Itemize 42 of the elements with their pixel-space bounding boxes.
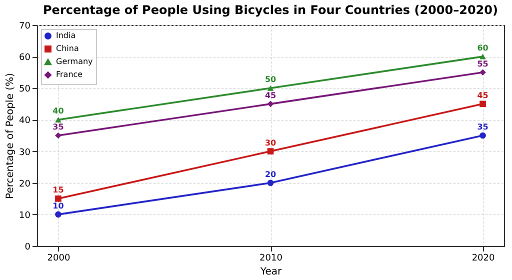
point xyxy=(480,69,486,76)
data-label: 35 xyxy=(52,122,64,132)
y-tick-label: 40 xyxy=(19,116,31,126)
point xyxy=(480,132,486,139)
y-axis-title: Percentage of People (%) xyxy=(5,72,16,199)
data-label: 45 xyxy=(264,90,276,100)
y-tick-label: 70 xyxy=(19,22,31,32)
x-tick-label: 2000 xyxy=(47,254,70,264)
legend-label: China xyxy=(56,44,79,53)
data-label: 60 xyxy=(477,44,489,53)
point xyxy=(480,100,486,108)
data-label: 10 xyxy=(52,201,64,210)
data-label: 20 xyxy=(264,170,276,179)
y-tick-label: 10 xyxy=(19,210,31,221)
point xyxy=(55,195,62,202)
point xyxy=(55,116,62,122)
point xyxy=(55,132,62,139)
y-tick-label: 60 xyxy=(19,53,31,64)
data-label: 15 xyxy=(52,186,64,195)
point xyxy=(267,85,274,91)
point xyxy=(267,148,274,154)
point xyxy=(267,180,274,186)
chart-title: Percentage of People Using Bicycles in Four Countries (2000–2020) xyxy=(43,3,498,17)
point xyxy=(480,54,486,60)
data-label: 35 xyxy=(477,122,489,132)
y-tick-label: 20 xyxy=(19,179,31,190)
data-label: 50 xyxy=(264,75,276,84)
data-label: 55 xyxy=(477,59,489,68)
data-label: 30 xyxy=(264,138,276,148)
data-label: 45 xyxy=(477,90,489,100)
legend-label: Germany xyxy=(56,57,94,66)
y-tick-label: 0 xyxy=(24,242,31,252)
point xyxy=(55,211,62,218)
data-label: 40 xyxy=(52,106,64,116)
x-tick-label: 2010 xyxy=(260,254,283,264)
y-tick-label: 50 xyxy=(19,84,31,95)
legend-label: India xyxy=(56,31,76,40)
point xyxy=(267,100,274,108)
x-axis-title: Year xyxy=(259,266,282,278)
legend-label: France xyxy=(56,70,83,79)
x-tick-label: 2020 xyxy=(472,254,495,264)
y-tick-label: 30 xyxy=(19,148,31,158)
